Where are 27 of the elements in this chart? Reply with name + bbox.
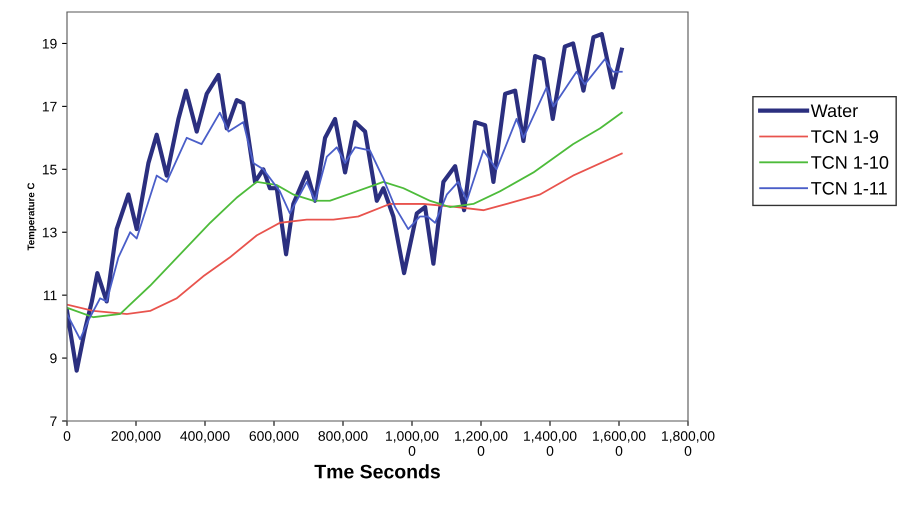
- y-tick-label: 19: [42, 38, 57, 49]
- x-tick-label: 800,000: [318, 431, 368, 443]
- y-tick-label: 17: [42, 102, 57, 112]
- x-tick-label: 1,400,00 0: [524, 431, 576, 456]
- line-series: [67, 32, 624, 373]
- line-series: [67, 152, 623, 315]
- legend-label: TCN 1-10: [811, 156, 888, 169]
- legend-label: TCN 1-9: [811, 130, 878, 143]
- y-tick-label: 7: [50, 416, 57, 426]
- x-axis-title: Tme Seconds: [314, 464, 440, 478]
- y-tick-label: 9: [50, 353, 57, 364]
- x-tick-label: 0: [64, 431, 70, 441]
- x-tick-label: 1,800,00 0: [662, 431, 714, 456]
- legend-label: Water: [810, 104, 858, 118]
- x-tick-label: 1,200,00 0: [455, 431, 508, 456]
- x-tick-label: 1,600,00 0: [593, 431, 646, 456]
- x-tick-label: 400,000: [180, 431, 230, 443]
- y-tick-label: 15: [42, 164, 57, 174]
- x-tick-label: 1,000,00 0: [386, 431, 438, 456]
- y-axis-title: Temperature C: [27, 182, 36, 250]
- y-tick-label: 11: [44, 290, 57, 300]
- line-series: [67, 112, 623, 318]
- y-tick-label: 13: [42, 228, 57, 238]
- line-series: [67, 58, 623, 340]
- legend-label: TCN 1-11: [811, 182, 887, 195]
- x-tick-label: 600,000: [250, 431, 299, 443]
- x-tick-label: 200,000: [112, 431, 161, 443]
